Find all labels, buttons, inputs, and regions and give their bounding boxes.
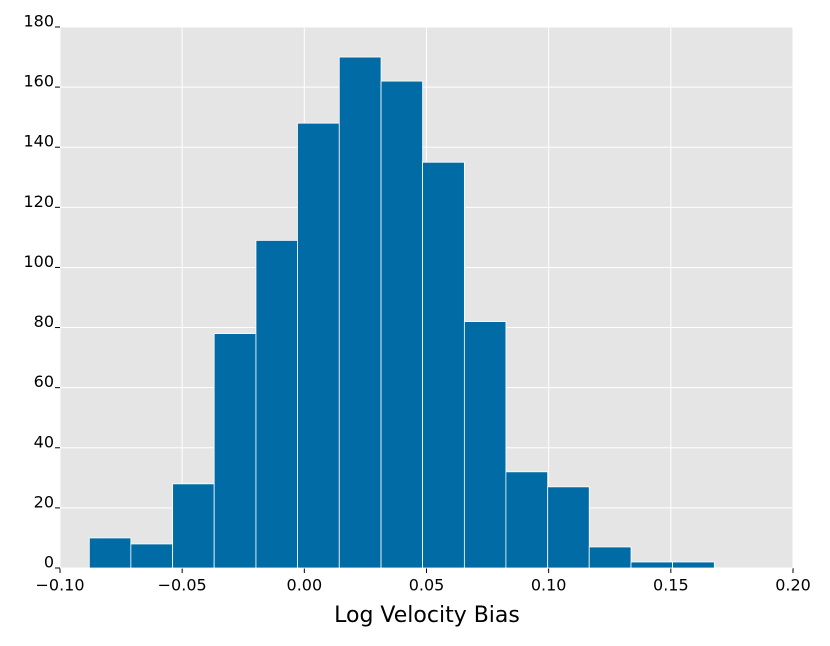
bar — [213, 333, 257, 569]
y-tick-label: 100 — [23, 252, 54, 271]
bar — [255, 239, 298, 569]
bar — [463, 321, 507, 569]
x-tick-label: 0.00 — [287, 576, 323, 595]
y-tick-label: 160 — [23, 72, 54, 91]
y-tick-label: 0 — [44, 553, 54, 572]
y-tick-label: 20 — [34, 492, 54, 511]
y-tick-label: 80 — [34, 312, 54, 331]
bar — [338, 56, 382, 569]
x-tick-label: 0.20 — [775, 576, 811, 595]
x-tick-label: 0.05 — [409, 576, 445, 595]
x-tick-label: 0.15 — [653, 576, 689, 595]
x-tick-label: −0.05 — [158, 576, 207, 595]
bar — [297, 122, 340, 569]
bar — [588, 546, 632, 569]
y-tick-label: 60 — [34, 372, 54, 391]
bar — [130, 543, 174, 569]
bar — [88, 537, 132, 569]
bar — [505, 471, 549, 569]
y-tick-label: 120 — [23, 192, 54, 211]
y-tick-label: 140 — [23, 132, 54, 151]
bar — [172, 483, 215, 569]
bar — [630, 561, 673, 569]
bar — [380, 80, 423, 569]
bar — [422, 161, 465, 569]
x-tick-label: 0.10 — [531, 576, 567, 595]
x-tick-label: −0.10 — [35, 576, 84, 595]
bar — [672, 561, 715, 569]
y-tick-label: 40 — [34, 432, 54, 451]
y-tick-label: 180 — [23, 12, 54, 31]
bar — [547, 486, 590, 569]
x-axis-label: Log Velocity Bias — [334, 603, 520, 628]
